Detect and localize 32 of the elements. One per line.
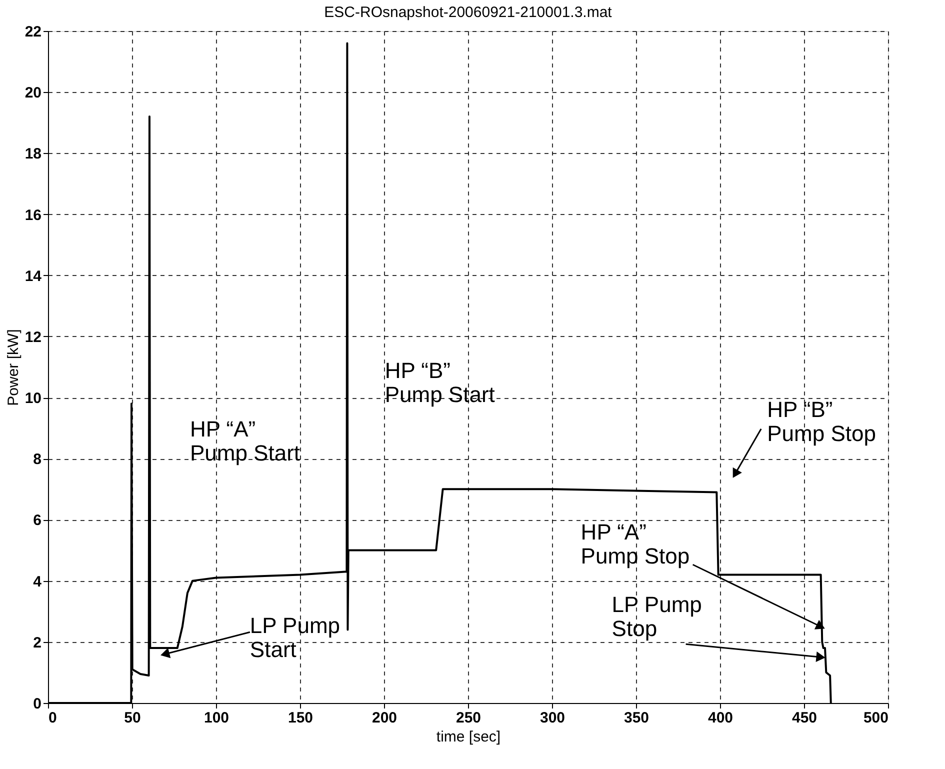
- y-tick-label: 20: [24, 84, 42, 102]
- annotation: LP Pump Start: [250, 613, 340, 662]
- x-tick-label: 0: [48, 710, 57, 726]
- annotation: LP Pump Stop: [612, 592, 702, 642]
- x-tick-label: 100: [204, 710, 230, 726]
- x-tick-label: 50: [124, 710, 141, 726]
- y-tick-label: 14: [24, 268, 42, 285]
- y-tick-label: 6: [33, 512, 42, 530]
- y-tick-label: 2: [33, 634, 42, 652]
- annotation: HP “B” Pump Stop: [767, 396, 876, 446]
- x-tick-label: 500: [863, 710, 888, 726]
- annotation: HP “A” Pump Stop: [580, 520, 690, 569]
- x-tick-label: 400: [708, 710, 734, 726]
- y-tick-label: 10: [24, 390, 42, 408]
- y-tick-label: 12: [24, 328, 42, 346]
- y-tick-label: 18: [24, 146, 42, 163]
- y-tick-label: 16: [24, 206, 42, 224]
- x-tick-label: 150: [288, 710, 314, 726]
- annotation: HP “B” Pump Start: [384, 358, 495, 407]
- x-tick-label: 350: [624, 710, 650, 726]
- x-tick-label: 200: [372, 710, 398, 726]
- x-tick-label: 450: [792, 710, 818, 726]
- y-tick-label: 8: [33, 451, 42, 468]
- y-tick-label: 0: [33, 696, 42, 712]
- x-axis-title: time [sec]: [436, 728, 501, 746]
- annotation: HP “A” Pump Start: [190, 416, 300, 466]
- x-tick-label: 300: [540, 710, 566, 726]
- y-tick-label: 22: [24, 24, 42, 40]
- y-tick-label: 4: [33, 573, 42, 590]
- y-axis-title: Power [kW]: [4, 329, 22, 406]
- x-tick-label: 250: [456, 710, 482, 726]
- chart-title: ESC-ROsnapshot-20060921-210001.3.mat: [324, 4, 613, 21]
